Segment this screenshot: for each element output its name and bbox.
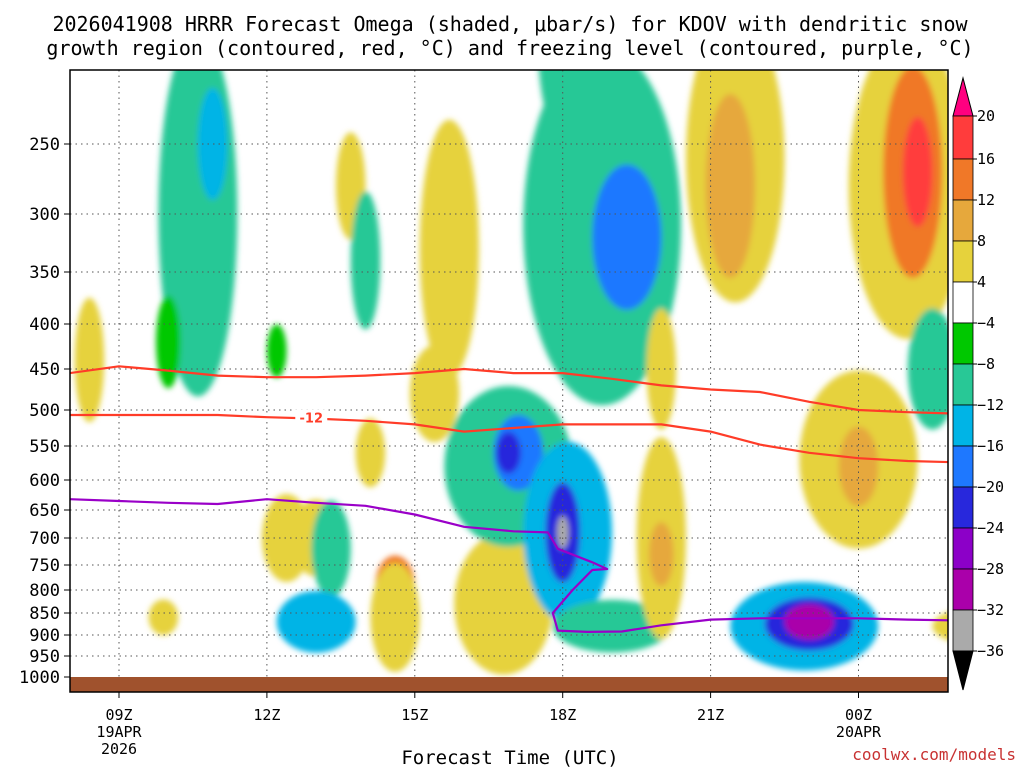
y-tick-label-500: 500 bbox=[29, 401, 60, 421]
colorbar-band-11 bbox=[952, 527, 974, 570]
omega-blob-15 bbox=[370, 562, 420, 672]
colorbar-band-2 bbox=[952, 158, 974, 201]
contour-label: -12 bbox=[300, 412, 324, 427]
omega-blob-7 bbox=[419, 119, 479, 378]
omega-blob-2 bbox=[155, 295, 181, 389]
x-tick-label-09Z: 09Z bbox=[105, 706, 132, 724]
colorbar-label-11: −28 bbox=[977, 560, 1004, 578]
omega-blob-36 bbox=[784, 604, 834, 640]
y-tick-label-950: 950 bbox=[29, 647, 60, 667]
colorbar-band-3 bbox=[952, 199, 974, 242]
omega-blob-42 bbox=[907, 308, 948, 430]
omega-blob-41 bbox=[902, 117, 933, 227]
ground-surface bbox=[70, 677, 948, 692]
x-tick-label-18Z: 18Z bbox=[549, 706, 576, 724]
y-tick-label-1000: 1000 bbox=[19, 668, 60, 688]
y-tick-label-400: 400 bbox=[29, 315, 60, 335]
y-tick-label-300: 300 bbox=[29, 205, 60, 225]
contour-lines: -12 bbox=[70, 365, 948, 634]
colorbar-label-13: −36 bbox=[977, 642, 1004, 660]
colorbar-label-9: −20 bbox=[977, 478, 1004, 496]
y-tick-label-600: 600 bbox=[29, 471, 60, 491]
colorbar-label-7: −12 bbox=[977, 396, 1004, 414]
x-tick-label-00Z: 00Z bbox=[845, 706, 872, 724]
omega-blob-21 bbox=[538, 70, 636, 172]
chart-title-line-2: growth region (contoured, red, °C) and f… bbox=[46, 36, 973, 60]
x-tick-label-15Z: 15Z bbox=[401, 706, 428, 724]
colorbar-label-5: −4 bbox=[977, 314, 995, 332]
colorbar-band-8 bbox=[952, 404, 974, 447]
y-tick-label-900: 900 bbox=[29, 626, 60, 646]
colorbar-legend: 20 16 12 8 4 −4 −8 −12 −16 −20 −24 −28 −32 −36 bbox=[952, 76, 1004, 691]
x-tick-label-12Z: 12Z bbox=[253, 706, 280, 724]
colorbar-label-0: 20 bbox=[977, 107, 995, 125]
colorbar-label-6: −8 bbox=[977, 355, 995, 373]
colorbar-band-12 bbox=[952, 568, 974, 611]
omega-blob-9 bbox=[355, 418, 386, 488]
colorbar-label-3: 8 bbox=[977, 232, 986, 250]
omega-blob-3 bbox=[74, 297, 105, 423]
omega-shading-layer bbox=[74, 70, 948, 675]
contour-line-0 bbox=[70, 365, 948, 415]
colorbar-label-10: −24 bbox=[977, 519, 1004, 537]
y-tick-label-650: 650 bbox=[29, 501, 60, 521]
omega-blob-29 bbox=[646, 308, 677, 430]
plot-frame bbox=[69, 69, 949, 693]
chart-title-line-1: 2026041908 HRRR Forecast Omega (shaded, … bbox=[52, 12, 968, 36]
contour-line-2 bbox=[70, 498, 948, 634]
colorbar-band-1 bbox=[952, 115, 974, 160]
omega-blob-1 bbox=[197, 88, 228, 200]
colorbar-label-8: −16 bbox=[977, 437, 1004, 455]
colorbar-arrow-bottom bbox=[952, 650, 974, 691]
colorbar-label-12: −32 bbox=[977, 601, 1004, 619]
colorbar-band-10 bbox=[952, 486, 974, 529]
omega-blob-11 bbox=[266, 324, 287, 378]
x-tick-date-00Z: 20APR bbox=[836, 723, 882, 741]
y-tick-label-850: 850 bbox=[29, 604, 60, 624]
y-tick-label-700: 700 bbox=[29, 529, 60, 549]
x-tick-year-09Z: 2026 bbox=[101, 740, 137, 758]
colorbar-band-7 bbox=[952, 363, 974, 406]
colorbar-label-4: 4 bbox=[977, 273, 986, 291]
colorbar-label-2: 12 bbox=[977, 191, 995, 209]
omega-blob-13 bbox=[276, 590, 356, 653]
y-tick-label-350: 350 bbox=[29, 263, 60, 283]
x-tick-label-21Z: 21Z bbox=[697, 706, 724, 724]
y-tick-label-250: 250 bbox=[29, 135, 60, 155]
y-tick-label-800: 800 bbox=[29, 581, 60, 601]
y-tick-label-450: 450 bbox=[29, 360, 60, 380]
colorbar-band-6 bbox=[952, 322, 974, 365]
omega-blob-31 bbox=[648, 522, 674, 587]
omega-blob-24 bbox=[496, 432, 521, 474]
credit-text: coolwx.com/models bbox=[852, 745, 1016, 764]
colorbar-arrow-top bbox=[952, 76, 974, 117]
x-axis-label: Forecast Time (UTC) bbox=[401, 747, 618, 768]
omega-blob-12 bbox=[311, 500, 351, 598]
contour-line-1 bbox=[70, 413, 948, 464]
omega-blob-18 bbox=[148, 599, 179, 636]
omega-blob-10 bbox=[261, 494, 312, 582]
colorbar-band-4 bbox=[952, 240, 974, 283]
omega-blob-20 bbox=[592, 164, 662, 310]
y-tick-label-750: 750 bbox=[29, 556, 60, 576]
y-tick-label-550: 550 bbox=[29, 437, 60, 457]
colorbar-band-5 bbox=[952, 281, 974, 324]
y-axis-pressure: 2503003504004505005506006507007508008509… bbox=[19, 135, 70, 688]
colorbar-band-13 bbox=[952, 609, 974, 652]
colorbar-band-9 bbox=[952, 445, 974, 488]
contour-label-bg bbox=[295, 409, 328, 426]
omega-blob-6 bbox=[350, 191, 381, 330]
x-tick-date-09Z: 19APR bbox=[96, 723, 142, 741]
omega-blob-33 bbox=[705, 94, 755, 278]
grid-lines bbox=[70, 70, 948, 692]
colorbar-label-1: 16 bbox=[977, 150, 995, 168]
